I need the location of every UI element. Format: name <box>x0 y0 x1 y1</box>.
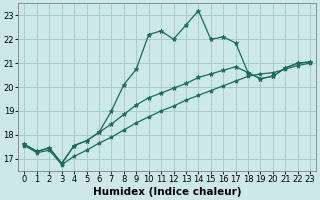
X-axis label: Humidex (Indice chaleur): Humidex (Indice chaleur) <box>93 187 242 197</box>
